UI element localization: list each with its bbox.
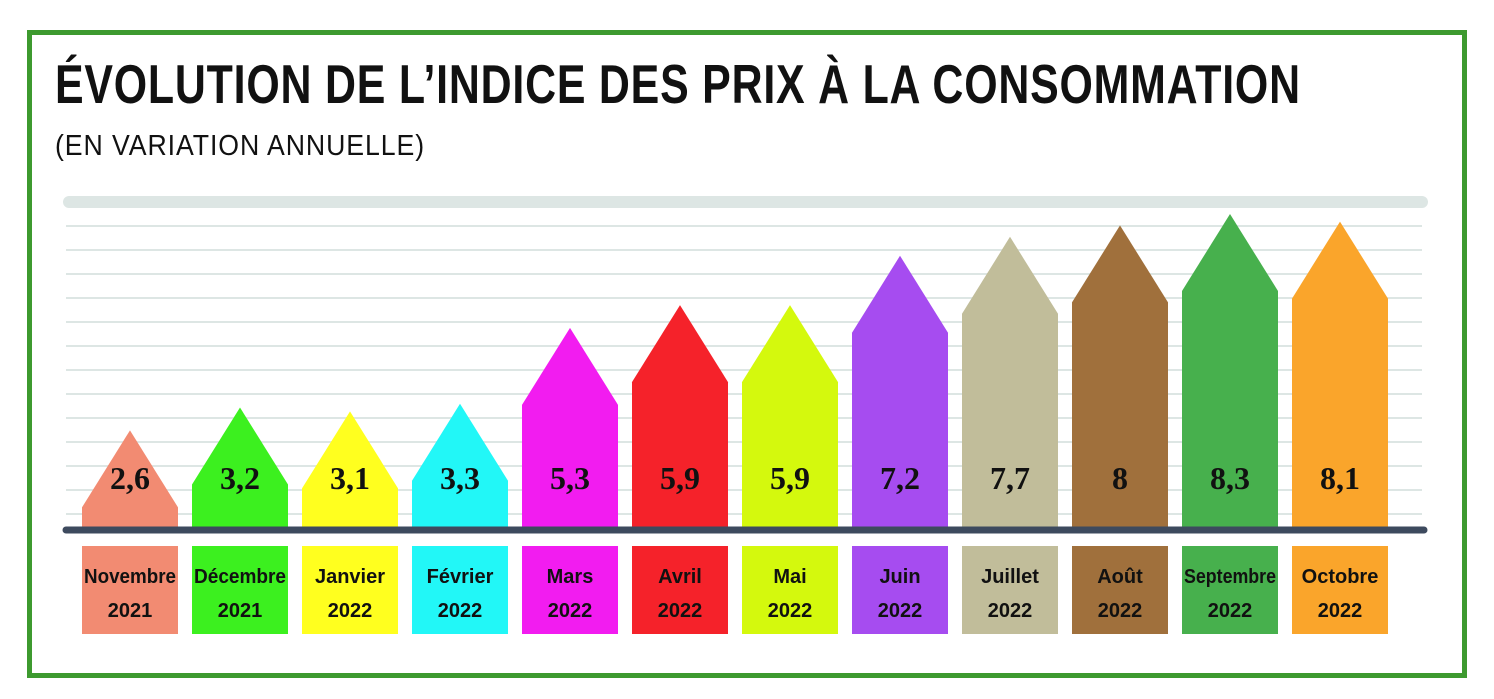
x-tick-label: Février [427,566,494,588]
x-tick-label: 2021 [108,600,153,622]
bar [742,305,838,529]
x-label-box [742,546,838,634]
x-tick-label: 2022 [328,600,373,622]
chart-title: ÉVOLUTION DE L’INDICE DES PRIX À LA CONS… [55,53,1301,115]
data-label: 5,9 [770,460,810,496]
x-tick-label: 2022 [658,600,703,622]
x-tick-label: Juillet [981,566,1039,588]
data-label: 7,2 [880,460,920,496]
bar [302,411,398,529]
x-label-box [302,546,398,634]
bar [192,407,288,529]
x-tick-label: Novembre [84,566,176,588]
x-tick-label: 2022 [1208,600,1253,622]
bar [412,403,508,529]
x-label-box [962,546,1058,634]
x-tick-label: 2022 [878,600,923,622]
x-tick-label: 2022 [548,600,593,622]
bar [522,327,618,529]
data-label: 5,9 [660,460,700,496]
x-label-box [1182,546,1278,634]
x-tick-label: 2022 [438,600,483,622]
bar [82,430,178,529]
x-tick-label: Août [1097,566,1143,588]
x-label-box [192,546,288,634]
data-label: 5,3 [550,460,590,496]
x-tick-label: Mai [773,566,806,588]
bar [852,255,948,529]
x-tick-label: Mars [547,566,594,588]
data-label: 8 [1112,460,1128,496]
bar [632,305,728,529]
bar [1182,214,1278,529]
data-label: 2,6 [110,460,150,496]
x-tick-label: Septembre [1184,566,1276,588]
bar [1072,225,1168,529]
x-label-box [1292,546,1388,634]
grid-band-top [63,196,1428,208]
x-label-box [1072,546,1168,634]
data-label: 7,7 [990,460,1030,496]
data-label: 3,1 [330,460,370,496]
chart-subtitle: (EN VARIATION ANNUELLE) [55,130,426,162]
x-tick-label: Avril [658,566,702,588]
data-label: 8,1 [1320,460,1360,496]
data-label: 3,2 [220,460,260,496]
chart-frame [27,30,1467,678]
x-tick-label: Octobre [1302,566,1379,588]
bar [1292,221,1388,529]
x-tick-label: Juin [879,566,920,588]
x-tick-label: 2022 [1318,600,1363,622]
bar [962,236,1058,529]
x-label-box [632,546,728,634]
data-label: 8,3 [1210,460,1250,496]
x-tick-label: 2022 [1098,600,1143,622]
x-label-box [82,546,178,634]
x-label-box [522,546,618,634]
x-tick-label: 2022 [988,600,1033,622]
data-label: 3,3 [440,460,480,496]
x-label-box [412,546,508,634]
x-tick-label: 2021 [218,600,263,622]
x-tick-label: Janvier [315,566,385,588]
x-tick-label: Décembre [194,566,286,588]
x-label-box [852,546,948,634]
x-tick-label: 2022 [768,600,813,622]
